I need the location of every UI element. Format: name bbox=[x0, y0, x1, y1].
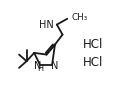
Text: HN: HN bbox=[39, 20, 54, 30]
Text: N: N bbox=[51, 61, 58, 71]
Text: HCl: HCl bbox=[83, 38, 103, 51]
Text: CH₃: CH₃ bbox=[71, 14, 88, 22]
Text: N: N bbox=[34, 61, 41, 71]
Text: HCl: HCl bbox=[83, 56, 103, 69]
Text: H: H bbox=[38, 64, 44, 73]
